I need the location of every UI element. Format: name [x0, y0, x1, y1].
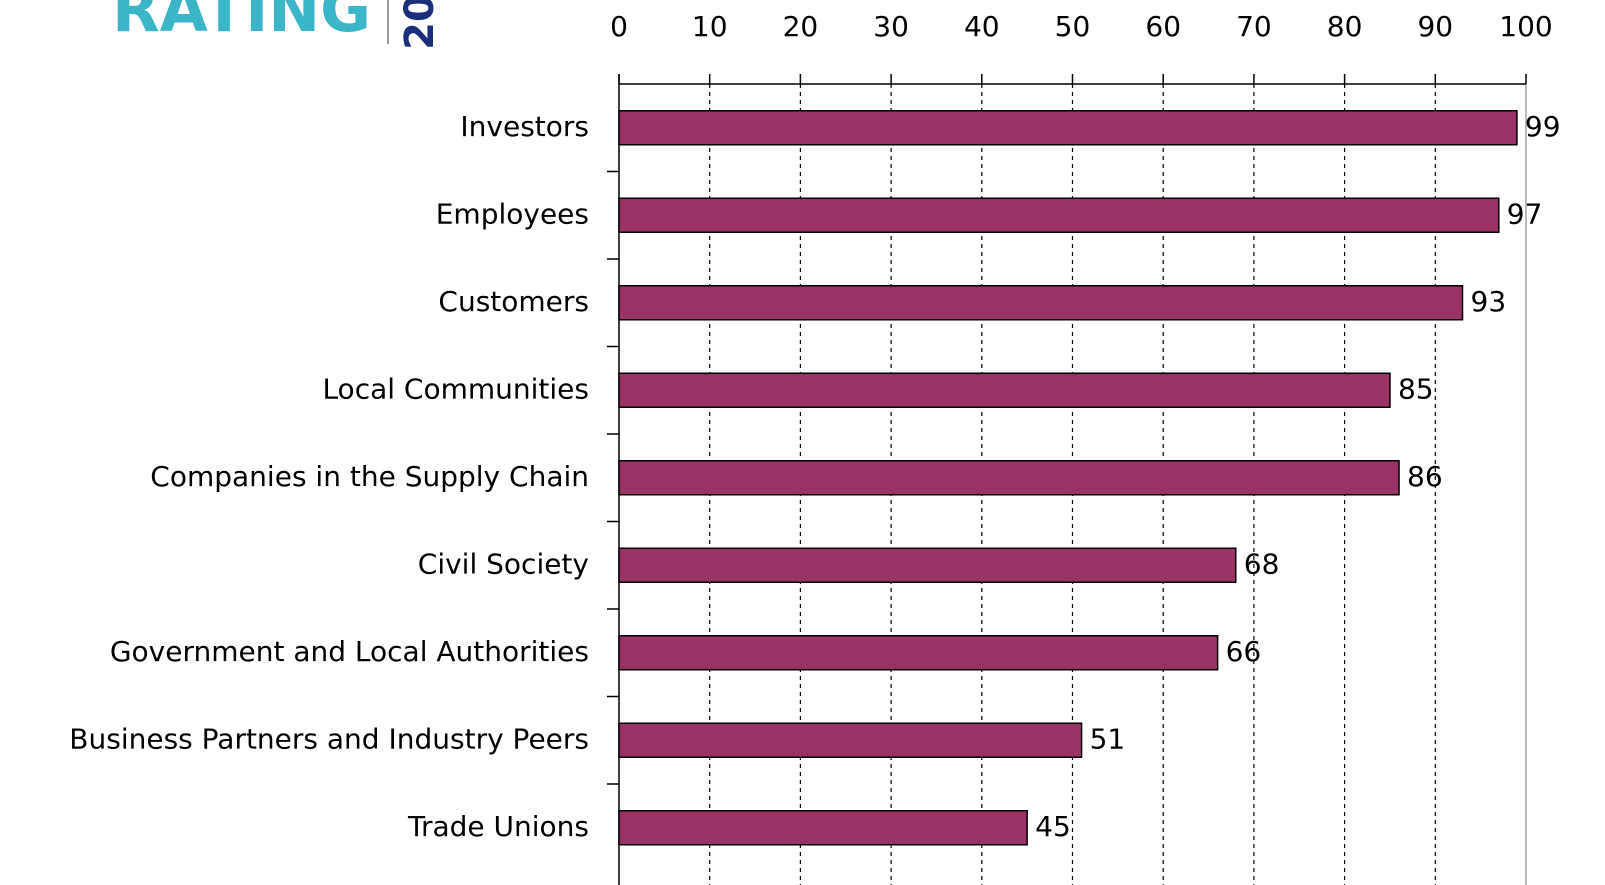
x-tick-label: 80	[1327, 10, 1363, 43]
value-label: 99	[1525, 110, 1561, 143]
logo-text: RATING	[112, 0, 371, 46]
bar	[618, 635, 1219, 671]
x-tick-label: 30	[873, 10, 909, 43]
y-tick-label: Business Partners and Industry Peers	[69, 722, 589, 755]
y-tick-label: Customers	[438, 285, 589, 318]
x-tick-label: 10	[692, 10, 728, 43]
value-label: 68	[1244, 547, 1280, 580]
x-tick-label: 100	[1499, 10, 1552, 43]
x-tick-label: 40	[964, 10, 1000, 43]
x-tick-label: 20	[783, 10, 819, 43]
value-label: 45	[1035, 810, 1071, 843]
value-label: 66	[1226, 635, 1262, 668]
bar	[618, 110, 1518, 146]
x-tick-label: 50	[1055, 10, 1091, 43]
value-label: 93	[1471, 285, 1507, 318]
value-label: 85	[1398, 372, 1434, 405]
y-tick-label: Employees	[436, 197, 589, 230]
bar	[618, 372, 1391, 408]
bar	[618, 197, 1500, 233]
x-tick-label: 70	[1236, 10, 1272, 43]
y-tick-label: Civil Society	[418, 547, 589, 580]
bar	[618, 460, 1400, 496]
bar	[618, 722, 1083, 758]
bar	[618, 285, 1464, 321]
x-tick-label: 0	[610, 10, 628, 43]
y-tick-label: Trade Unions	[407, 810, 589, 843]
bar	[618, 547, 1237, 583]
bar	[618, 810, 1028, 846]
y-tick-label: Companies in the Supply Chain	[150, 460, 589, 493]
x-tick-label: 90	[1417, 10, 1453, 43]
value-label: 51	[1090, 722, 1126, 755]
value-label: 97	[1507, 197, 1543, 230]
value-label: 86	[1407, 460, 1443, 493]
logo-year: 20	[397, 0, 443, 50]
y-tick-label: Local Communities	[322, 372, 589, 405]
y-tick-label: Government and Local Authorities	[110, 635, 589, 668]
x-tick-label: 60	[1145, 10, 1181, 43]
y-tick-label: Investors	[460, 110, 589, 143]
